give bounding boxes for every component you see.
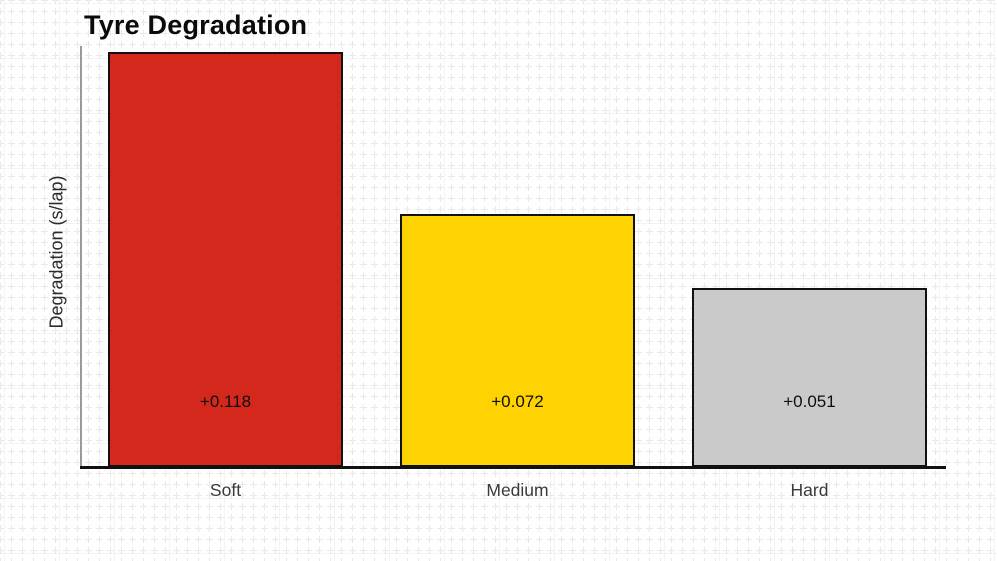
bar-hard: +0.051 [692, 288, 927, 467]
x-tick-label-soft: Soft [209, 480, 242, 500]
chart-title: Tyre Degradation [84, 10, 308, 40]
bar-value-label-hard: +0.051 [783, 392, 836, 411]
bar-soft: +0.118 [108, 52, 343, 467]
x-tick-label-medium: Medium [486, 480, 549, 500]
y-axis-label: Degradation (s/lap) [46, 175, 67, 329]
bar-value-label-soft: +0.118 [199, 392, 252, 411]
bar-medium: +0.072 [400, 214, 635, 467]
x-axis-line [80, 466, 946, 469]
bar-value-label-medium: +0.072 [491, 392, 544, 411]
y-axis-line [80, 46, 82, 467]
x-tick-label-hard: Hard [790, 480, 829, 500]
